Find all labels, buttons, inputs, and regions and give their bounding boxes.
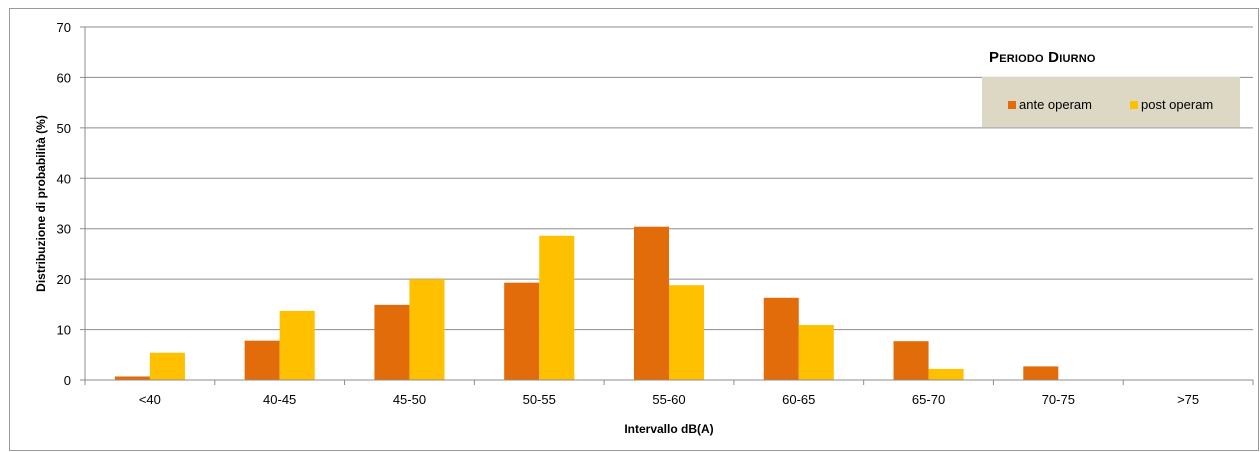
bars <box>114 226 1059 380</box>
y-tick-label: 0 <box>64 373 71 388</box>
legend <box>982 77 1240 127</box>
bar-ante-5 <box>763 297 799 380</box>
y-tick-label: 20 <box>57 272 71 287</box>
bar-ante-1 <box>244 340 280 380</box>
legend-label-ante-operam: ante operam <box>1019 97 1092 112</box>
legend-item-ante-operam: ante operam <box>1008 97 1092 112</box>
y-axis-title: Distribuzione di probabilità (%) <box>34 115 48 292</box>
bar-ante-3 <box>504 282 540 380</box>
y-tick-label: 50 <box>57 121 71 136</box>
bar-ante-2 <box>374 304 410 380</box>
bar-post-3 <box>539 235 575 380</box>
legend-swatch-post-operam <box>1130 100 1138 109</box>
x-tick-label: 45-50 <box>393 392 426 407</box>
bar-post-6 <box>928 368 964 380</box>
x-tick-label: 55-60 <box>652 392 685 407</box>
x-tick-label: 50-55 <box>523 392 556 407</box>
y-tick-label: 30 <box>57 222 71 237</box>
x-tick-labels: <40 40-45 45-50 50-55 55-60 60-65 65-70 70-75 >7… <box>84 380 1254 407</box>
bar-post-1 <box>279 310 315 380</box>
x-tick-label: 65-70 <box>912 392 945 407</box>
bar-post-5 <box>798 325 834 380</box>
bar-post-0 <box>149 352 185 380</box>
legend-label-post-operam: post operam <box>1141 97 1214 112</box>
bar-ante-6 <box>893 341 929 380</box>
x-axis-title: Intervallo dB(A) <box>624 422 713 436</box>
y-tick-label: 10 <box>57 323 71 338</box>
chart-title: Periodo Diurno <box>989 49 1096 66</box>
bar-ante-7 <box>1023 366 1059 380</box>
y-tick-labels: 0 10 20 30 40 50 60 70 <box>57 20 71 388</box>
y-tick-label: 70 <box>57 20 71 35</box>
x-tick-label: >75 <box>1177 392 1199 407</box>
y-tick-label: 40 <box>57 171 71 186</box>
x-tick-label: 40-45 <box>263 392 296 407</box>
bar-ante-4 <box>633 226 669 380</box>
y-tick-label: 60 <box>57 70 71 85</box>
legend-item-post-operam: post operam <box>1130 97 1213 112</box>
x-tick-label: 60-65 <box>782 392 815 407</box>
x-tick-label: <40 <box>139 392 161 407</box>
legend-swatch-ante-operam <box>1008 100 1016 109</box>
bar-post-2 <box>409 279 445 380</box>
bar-post-4 <box>669 285 705 380</box>
bar-ante-0 <box>114 376 150 380</box>
x-tick-label: 70-75 <box>1042 392 1075 407</box>
